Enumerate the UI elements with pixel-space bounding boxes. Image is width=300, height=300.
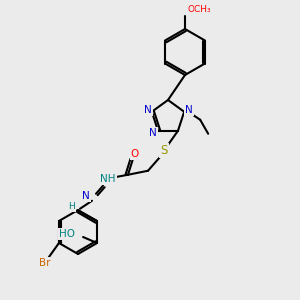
Text: S: S: [160, 144, 168, 157]
Text: N: N: [185, 105, 193, 115]
Text: H: H: [68, 202, 75, 211]
Text: N: N: [82, 191, 90, 201]
Text: NH: NH: [100, 174, 116, 184]
Text: O: O: [131, 149, 139, 159]
Text: HO: HO: [59, 229, 75, 239]
Text: N: N: [144, 105, 152, 115]
Text: Br: Br: [39, 258, 51, 268]
Text: N: N: [149, 128, 157, 138]
Text: OCH₃: OCH₃: [188, 5, 211, 14]
